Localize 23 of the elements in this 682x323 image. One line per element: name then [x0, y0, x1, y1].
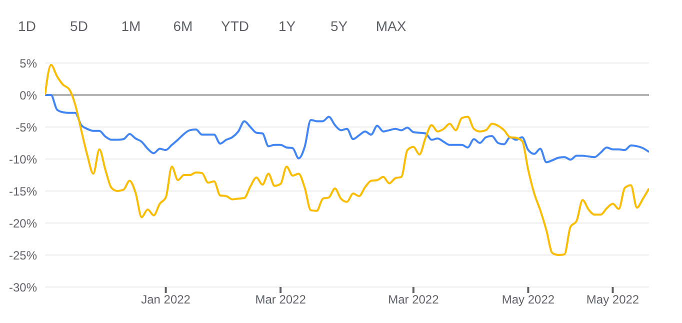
text: 5Y [329, 18, 349, 34]
x-tick-label: May 2022 [586, 292, 640, 307]
line-series [45, 94, 649, 164]
line-series [45, 64, 649, 256]
x-tick-label: Jan 2022 [141, 292, 191, 307]
y-tick-label: 5% [20, 56, 38, 70]
x-tick-label: Mar 2022 [388, 292, 440, 307]
text: 1D [17, 18, 37, 34]
x-tick-label: May 2022 [502, 292, 555, 307]
text: YTD [220, 18, 250, 34]
y-tick-label: -5% [16, 120, 38, 134]
text: 1M [120, 18, 142, 34]
y-tick-label: -25% [8, 248, 38, 262]
text: MAX [374, 18, 408, 34]
y-tick-label: -20% [8, 216, 38, 230]
text: 6M [172, 18, 194, 34]
y-tick-label: 0% [20, 88, 38, 102]
text: 1Y [277, 18, 297, 34]
x-tick-label: Mar 2022 [255, 292, 306, 307]
y-tick-label: -10% [8, 152, 38, 166]
y-tick-label: -30% [8, 280, 38, 294]
text: 5D [69, 18, 89, 34]
y-tick-label: -15% [8, 184, 38, 198]
